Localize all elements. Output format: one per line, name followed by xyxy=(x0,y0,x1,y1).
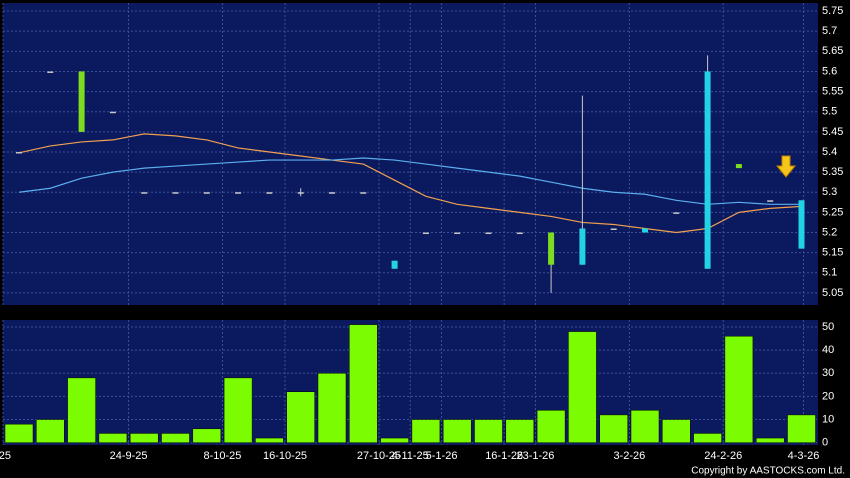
volume-tick-label: 30 xyxy=(822,367,834,379)
volume-tick-label: 40 xyxy=(822,344,834,356)
y-tick-label: 5.35 xyxy=(822,166,843,178)
y-tick-label: 5.3 xyxy=(822,186,837,198)
y-tick-label: 5.1 xyxy=(822,267,837,279)
y-tick-label: 5.6 xyxy=(822,65,837,77)
volume-bar xyxy=(349,324,378,443)
volume-bar xyxy=(4,423,34,443)
volume-bar xyxy=(693,433,722,443)
y-tick-label: 5.75 xyxy=(822,5,843,17)
candle-body xyxy=(16,151,22,154)
y-tick-label: 5.05 xyxy=(822,287,843,299)
y-tick-label: 5.15 xyxy=(822,247,843,259)
volume-bar xyxy=(411,419,441,443)
x-tick-label: -25 xyxy=(0,450,11,462)
candle-body xyxy=(516,232,523,235)
volume-bar xyxy=(161,433,190,443)
x-tick-label: 5-1-26 xyxy=(426,450,458,462)
x-tick-label: 3-2-26 xyxy=(613,450,645,462)
candle-body xyxy=(798,200,805,249)
volume-bar xyxy=(129,433,159,443)
volume-bar xyxy=(662,419,691,443)
y-tick-label: 5.45 xyxy=(822,126,843,138)
volume-tick-label: 50 xyxy=(822,321,834,333)
volume-bar xyxy=(630,410,660,443)
candle-body xyxy=(767,200,774,202)
candle-body xyxy=(673,212,680,214)
volume-bar xyxy=(568,331,597,443)
volume-bar xyxy=(286,391,315,443)
y-tick-label: 5.65 xyxy=(822,45,843,57)
volume-panel xyxy=(3,320,818,445)
volume-bar xyxy=(536,410,566,443)
volume-tick-label: 10 xyxy=(822,413,834,425)
volume-bar xyxy=(599,414,628,443)
x-tick-label: 27-10-25 xyxy=(357,450,401,462)
x-tick-label: 4-11-25 xyxy=(392,450,429,462)
candle-body xyxy=(360,192,367,194)
volume-bar xyxy=(474,419,503,443)
candle-body xyxy=(203,192,210,194)
candle-body xyxy=(47,71,54,73)
candle-body xyxy=(109,111,116,114)
candle-body xyxy=(422,232,429,235)
volume-bar xyxy=(724,335,754,443)
y-tick-label: 5.5 xyxy=(822,106,837,118)
candle-body xyxy=(454,232,461,235)
volume-bar xyxy=(442,419,472,443)
volume-bar xyxy=(317,372,347,443)
x-tick-label: 8-10-25 xyxy=(203,450,241,462)
price-panel xyxy=(3,3,818,305)
marker-arrow xyxy=(775,155,797,178)
y-tick-label: 5.25 xyxy=(822,206,843,218)
candle-body xyxy=(297,192,304,194)
volume-bar xyxy=(223,377,253,443)
volume-bar xyxy=(755,437,785,443)
candle-body xyxy=(235,192,242,194)
candle-body xyxy=(485,232,492,235)
y-tick-label: 5.7 xyxy=(822,25,837,37)
y-tick-label: 5.2 xyxy=(822,226,837,238)
volume-tick-label: 0 xyxy=(822,437,828,449)
candle-body xyxy=(579,228,586,265)
candle-body xyxy=(391,260,398,269)
candle-body xyxy=(548,232,555,265)
candle-body xyxy=(266,192,273,194)
moving-average xyxy=(18,157,802,205)
x-tick-label: 23-1-26 xyxy=(516,450,554,462)
x-tick-label: 24-2-26 xyxy=(704,450,742,462)
volume-bar xyxy=(67,377,96,443)
x-tick-label: 16-1-26 xyxy=(485,450,523,462)
candle-body xyxy=(735,164,742,169)
x-tick-label: 16-10-25 xyxy=(263,450,307,462)
copyright: Copyright by AASTOCKS.com Ltd. xyxy=(691,466,845,477)
volume-bar xyxy=(36,419,65,443)
moving-average xyxy=(18,133,802,234)
volume-bar xyxy=(505,419,535,443)
volume-bar xyxy=(380,437,409,443)
candle-body xyxy=(172,192,179,194)
volume-bar xyxy=(192,428,222,443)
y-tick-label: 5.4 xyxy=(822,146,837,158)
volume-bar xyxy=(98,433,128,443)
volume-tick-label: 20 xyxy=(822,390,834,402)
candle-body xyxy=(610,228,617,230)
candle-body xyxy=(141,192,148,194)
volume-bar xyxy=(255,437,284,443)
x-tick-label: 4-3-26 xyxy=(788,450,820,462)
candle-body xyxy=(642,228,648,233)
y-tick-label: 5.55 xyxy=(822,85,843,97)
candle-body xyxy=(704,71,711,269)
candle-body xyxy=(78,71,85,132)
volume-bar xyxy=(787,414,816,443)
x-tick-label: 24-9-25 xyxy=(110,450,148,462)
candle-body xyxy=(329,192,335,194)
